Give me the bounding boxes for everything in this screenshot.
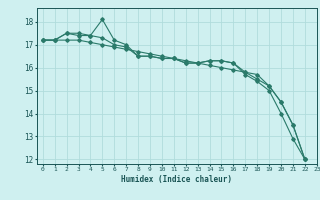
X-axis label: Humidex (Indice chaleur): Humidex (Indice chaleur) (121, 175, 232, 184)
